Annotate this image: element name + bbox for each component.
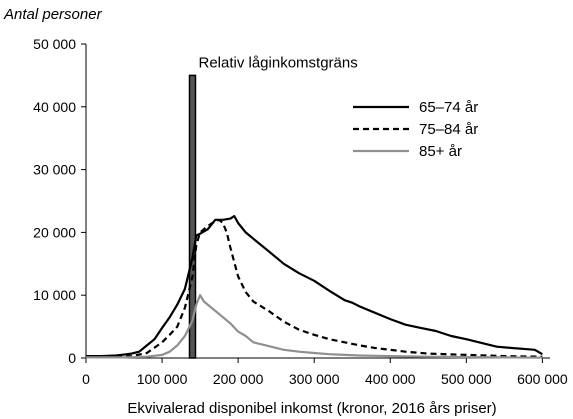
axes: 0 10 000 20 000 30 000 40 000 50 000 0 100 000 2…: [33, 36, 568, 387]
x-tick-label: 600 000: [517, 371, 568, 387]
x-tick-label: 0: [82, 371, 90, 387]
legend-label-2: 75–84 år: [419, 121, 478, 138]
y-tick-label: 20 000: [33, 224, 76, 240]
x-tick-label: 300 000: [289, 371, 340, 387]
y-axis-title: Antal personer: [4, 6, 102, 23]
series-group: [86, 215, 543, 359]
x-axis-title: Ekvivalerad disponibel inkomst (kronor, …: [127, 400, 496, 417]
legend-label-1: 65–74 år: [419, 99, 478, 116]
legend-label-3: 85+ år: [419, 143, 462, 160]
low-income-threshold-bar: [188, 74, 197, 359]
x-tick-label: 400 000: [365, 371, 416, 387]
series-line-3: [86, 294, 543, 359]
legend: 65–74 år 75–84 år 85+ år: [353, 99, 478, 160]
y-tick-label: 0: [68, 350, 76, 366]
x-tick-label: 200 000: [213, 371, 264, 387]
y-tick-label: 30 000: [33, 162, 76, 178]
x-tick-label: 100 000: [137, 371, 188, 387]
low-income-threshold-label: Relativ låginkomstgräns: [198, 54, 357, 71]
series-line-2: [86, 218, 543, 359]
y-tick-label: 10 000: [33, 287, 76, 303]
y-tick-label: 50 000: [33, 36, 76, 52]
x-tick-label: 500 000: [441, 371, 492, 387]
y-tick-label: 40 000: [33, 99, 76, 115]
series-line-1: [86, 215, 543, 358]
annotation: Relativ låginkomstgräns: [188, 54, 358, 359]
